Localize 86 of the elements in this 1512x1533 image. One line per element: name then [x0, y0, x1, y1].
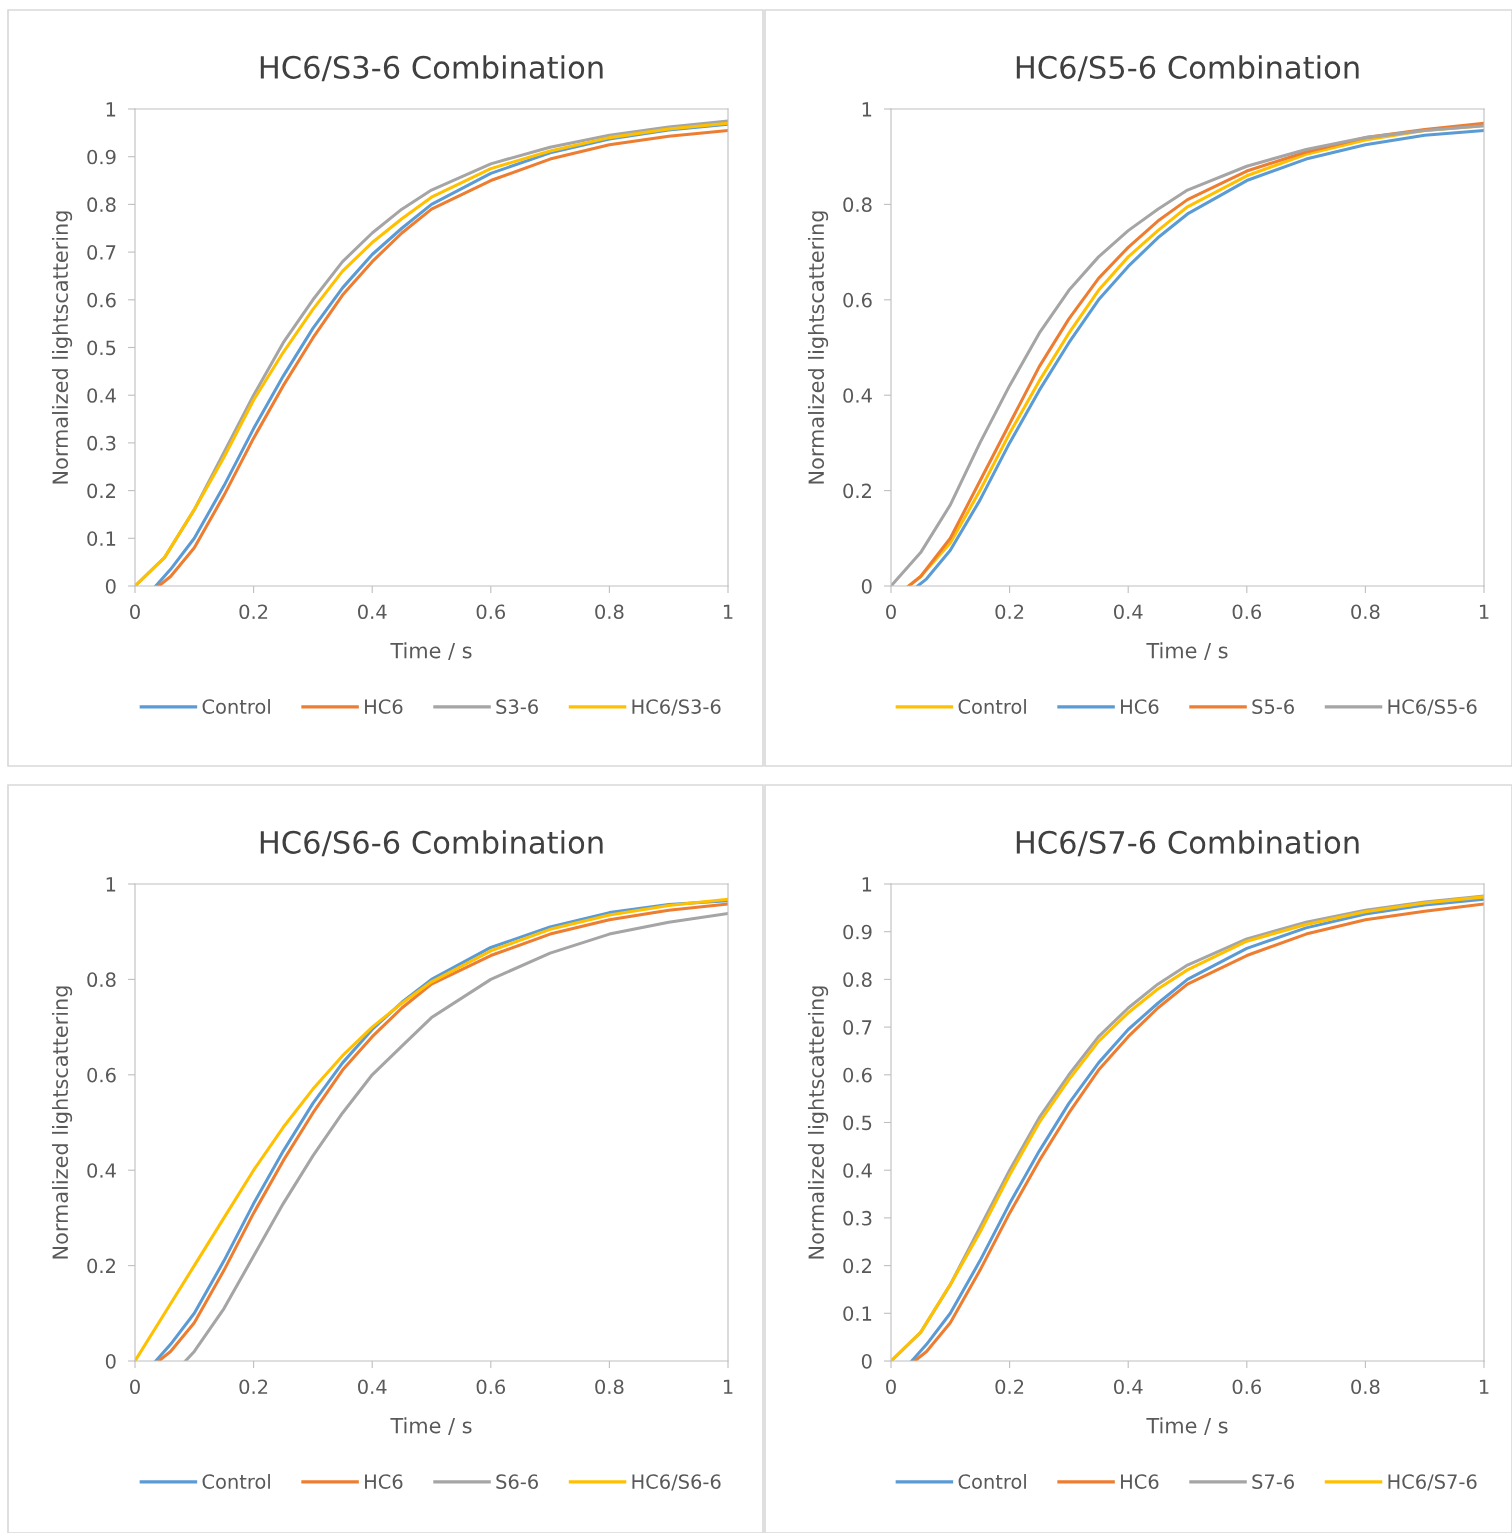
x-tick-label: 0.6: [476, 604, 506, 620]
y-tick-label: 0.4: [843, 1163, 872, 1178]
y-tick-label: 0.6: [843, 1067, 872, 1083]
y-tick-label: 0.9: [87, 149, 116, 165]
x-axis-title: Time / s: [1146, 1417, 1228, 1436]
legend-label: HC6: [1121, 699, 1159, 714]
legend-label: Control: [202, 1473, 270, 1489]
y-tick-label: 0.7: [87, 245, 116, 260]
y-tick-label: 0.8: [87, 972, 116, 988]
y-tick-label: 0: [861, 1353, 872, 1369]
y-tick-label: 0.5: [843, 1115, 872, 1131]
y-tick-label: 0.6: [843, 292, 872, 308]
legend-label: HC6: [365, 699, 403, 714]
y-tick-label: 0: [105, 1353, 116, 1369]
x-tick-label: 1: [1479, 604, 1489, 619]
y-tick-label: 0: [105, 578, 116, 594]
y-tick-label: 0.2: [87, 1258, 115, 1274]
x-tick-label: 0.4: [1114, 604, 1143, 620]
legend-label: Control: [958, 1473, 1026, 1489]
y-axis-title: Normalized lightscattering: [807, 986, 829, 1259]
y-tick-label: 0.1: [843, 1306, 872, 1321]
y-tick-label: 1: [862, 102, 872, 117]
x-tick-label: 0.4: [358, 1379, 387, 1395]
x-tick-label: 1: [1479, 1379, 1489, 1394]
legend-label: HC6/S6-6: [632, 1474, 721, 1491]
legend-label: HC6: [1121, 1474, 1159, 1489]
x-tick-label: 0.6: [1232, 1379, 1262, 1395]
x-tick-label: 1: [723, 604, 733, 619]
x-tick-label: 0.2: [239, 1379, 268, 1395]
chart-title: HC6/S6-6 Combination: [260, 830, 603, 857]
y-tick-label: 0: [861, 578, 872, 594]
x-tick-label: 0.2: [995, 1379, 1024, 1395]
chart-title: HC6/S3-6 Combination: [260, 55, 603, 82]
legend-label: Control: [958, 698, 1026, 714]
x-tick-label: 0.4: [1114, 1379, 1143, 1395]
x-tick-label: 0: [130, 1379, 140, 1395]
x-tick-label: 0.8: [1351, 604, 1380, 620]
y-tick-label: 0.8: [87, 197, 116, 213]
x-tick-label: 0.2: [995, 604, 1024, 620]
x-tick-label: 0: [886, 604, 896, 620]
x-tick-label: 0: [886, 1379, 896, 1395]
y-tick-label: 0.8: [843, 197, 872, 213]
legend-label: HC6: [365, 1474, 403, 1489]
y-tick-label: 0.5: [87, 340, 116, 356]
y-tick-label: 0.6: [87, 1067, 116, 1083]
x-tick-label: 0.2: [239, 604, 268, 620]
y-axis-title: Normalized lightscattering: [807, 211, 829, 484]
y-tick-label: 1: [106, 102, 116, 117]
y-tick-label: 0.9: [843, 924, 872, 940]
legend-label: HC6/S7-6: [1388, 1474, 1477, 1491]
y-tick-label: 0.4: [87, 388, 116, 403]
y-tick-label: 1: [862, 877, 872, 892]
y-axis-title: Normalized lightscattering: [51, 211, 73, 484]
y-tick-label: 0.6: [87, 292, 116, 308]
y-tick-label: 0.4: [843, 388, 872, 403]
legend-label: S6-6: [496, 1474, 538, 1489]
x-tick-label: 0.8: [595, 1379, 624, 1395]
y-tick-label: 0.2: [843, 1258, 871, 1274]
x-tick-label: 0.4: [358, 604, 387, 620]
legend-label: S5-6: [1252, 699, 1294, 714]
chart-title: HC6/S5-6 Combination: [1016, 55, 1359, 82]
legend-label: HC6/S5-6: [1388, 699, 1477, 716]
legend-label: S3-6: [496, 699, 538, 714]
x-tick-label: 1: [723, 1379, 733, 1394]
y-tick-label: 0.7: [843, 1020, 872, 1035]
legend-label: Control: [202, 698, 270, 714]
x-axis-title: Time / s: [390, 1417, 472, 1436]
x-axis-title: Time / s: [390, 642, 472, 661]
y-axis-title: Normalized lightscattering: [51, 986, 73, 1259]
y-tick-label: 0.3: [87, 435, 116, 451]
y-tick-label: 0.3: [843, 1210, 872, 1226]
x-tick-label: 0.6: [476, 1379, 506, 1395]
y-tick-label: 1: [106, 877, 116, 892]
legend-label: HC6/S3-6: [632, 699, 721, 716]
x-tick-label: 0.6: [1232, 604, 1262, 620]
x-tick-label: 0.8: [595, 604, 624, 620]
x-tick-label: 0: [130, 604, 140, 620]
y-tick-label: 0.4: [87, 1163, 116, 1178]
chart-title: HC6/S7-6 Combination: [1016, 830, 1359, 857]
x-tick-label: 0.8: [1351, 1379, 1380, 1395]
y-tick-label: 0.8: [843, 972, 872, 988]
y-tick-label: 0.1: [87, 531, 116, 546]
y-tick-label: 0.2: [87, 483, 115, 499]
x-axis-title: Time / s: [1146, 642, 1228, 661]
legend-label: S7-6: [1252, 1474, 1294, 1489]
y-tick-label: 0.2: [843, 483, 871, 499]
